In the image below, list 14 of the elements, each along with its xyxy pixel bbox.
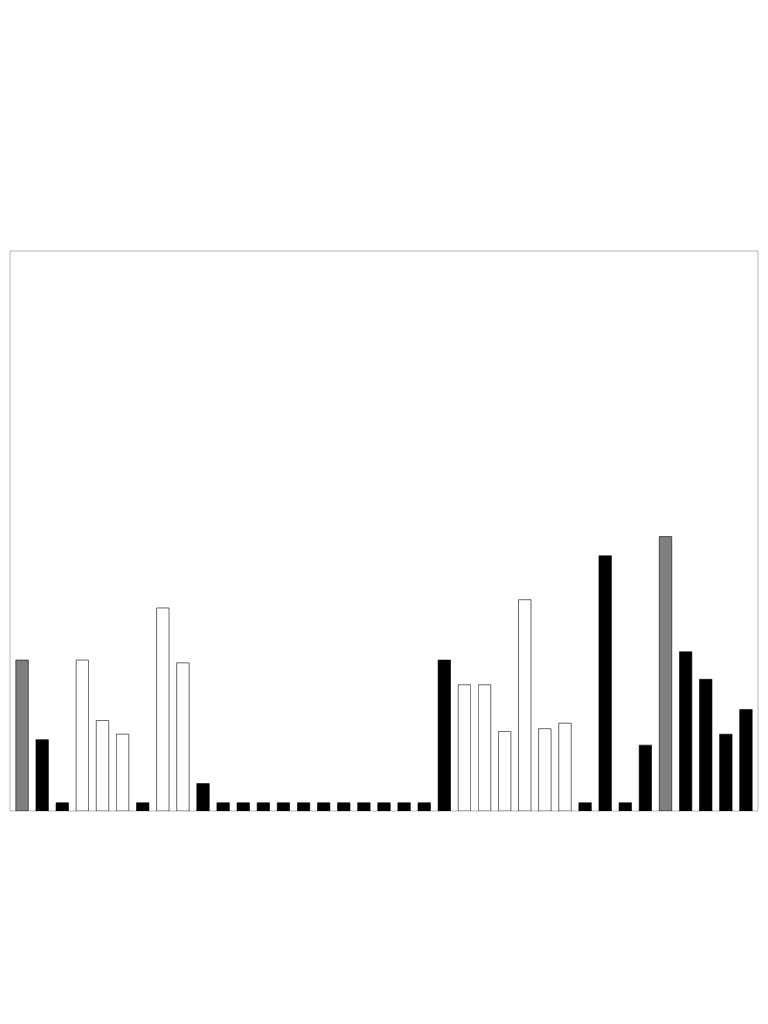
bar bbox=[357, 802, 371, 811]
bar bbox=[397, 802, 411, 811]
bar bbox=[196, 783, 210, 811]
bar bbox=[216, 802, 230, 811]
bar bbox=[176, 662, 190, 811]
bar bbox=[538, 728, 552, 811]
bar bbox=[156, 607, 170, 811]
bar bbox=[739, 709, 753, 811]
bar bbox=[417, 802, 431, 811]
bar bbox=[337, 802, 351, 811]
bar bbox=[578, 802, 592, 811]
bar bbox=[35, 739, 49, 811]
bar bbox=[377, 802, 391, 811]
bar bbox=[598, 555, 612, 811]
